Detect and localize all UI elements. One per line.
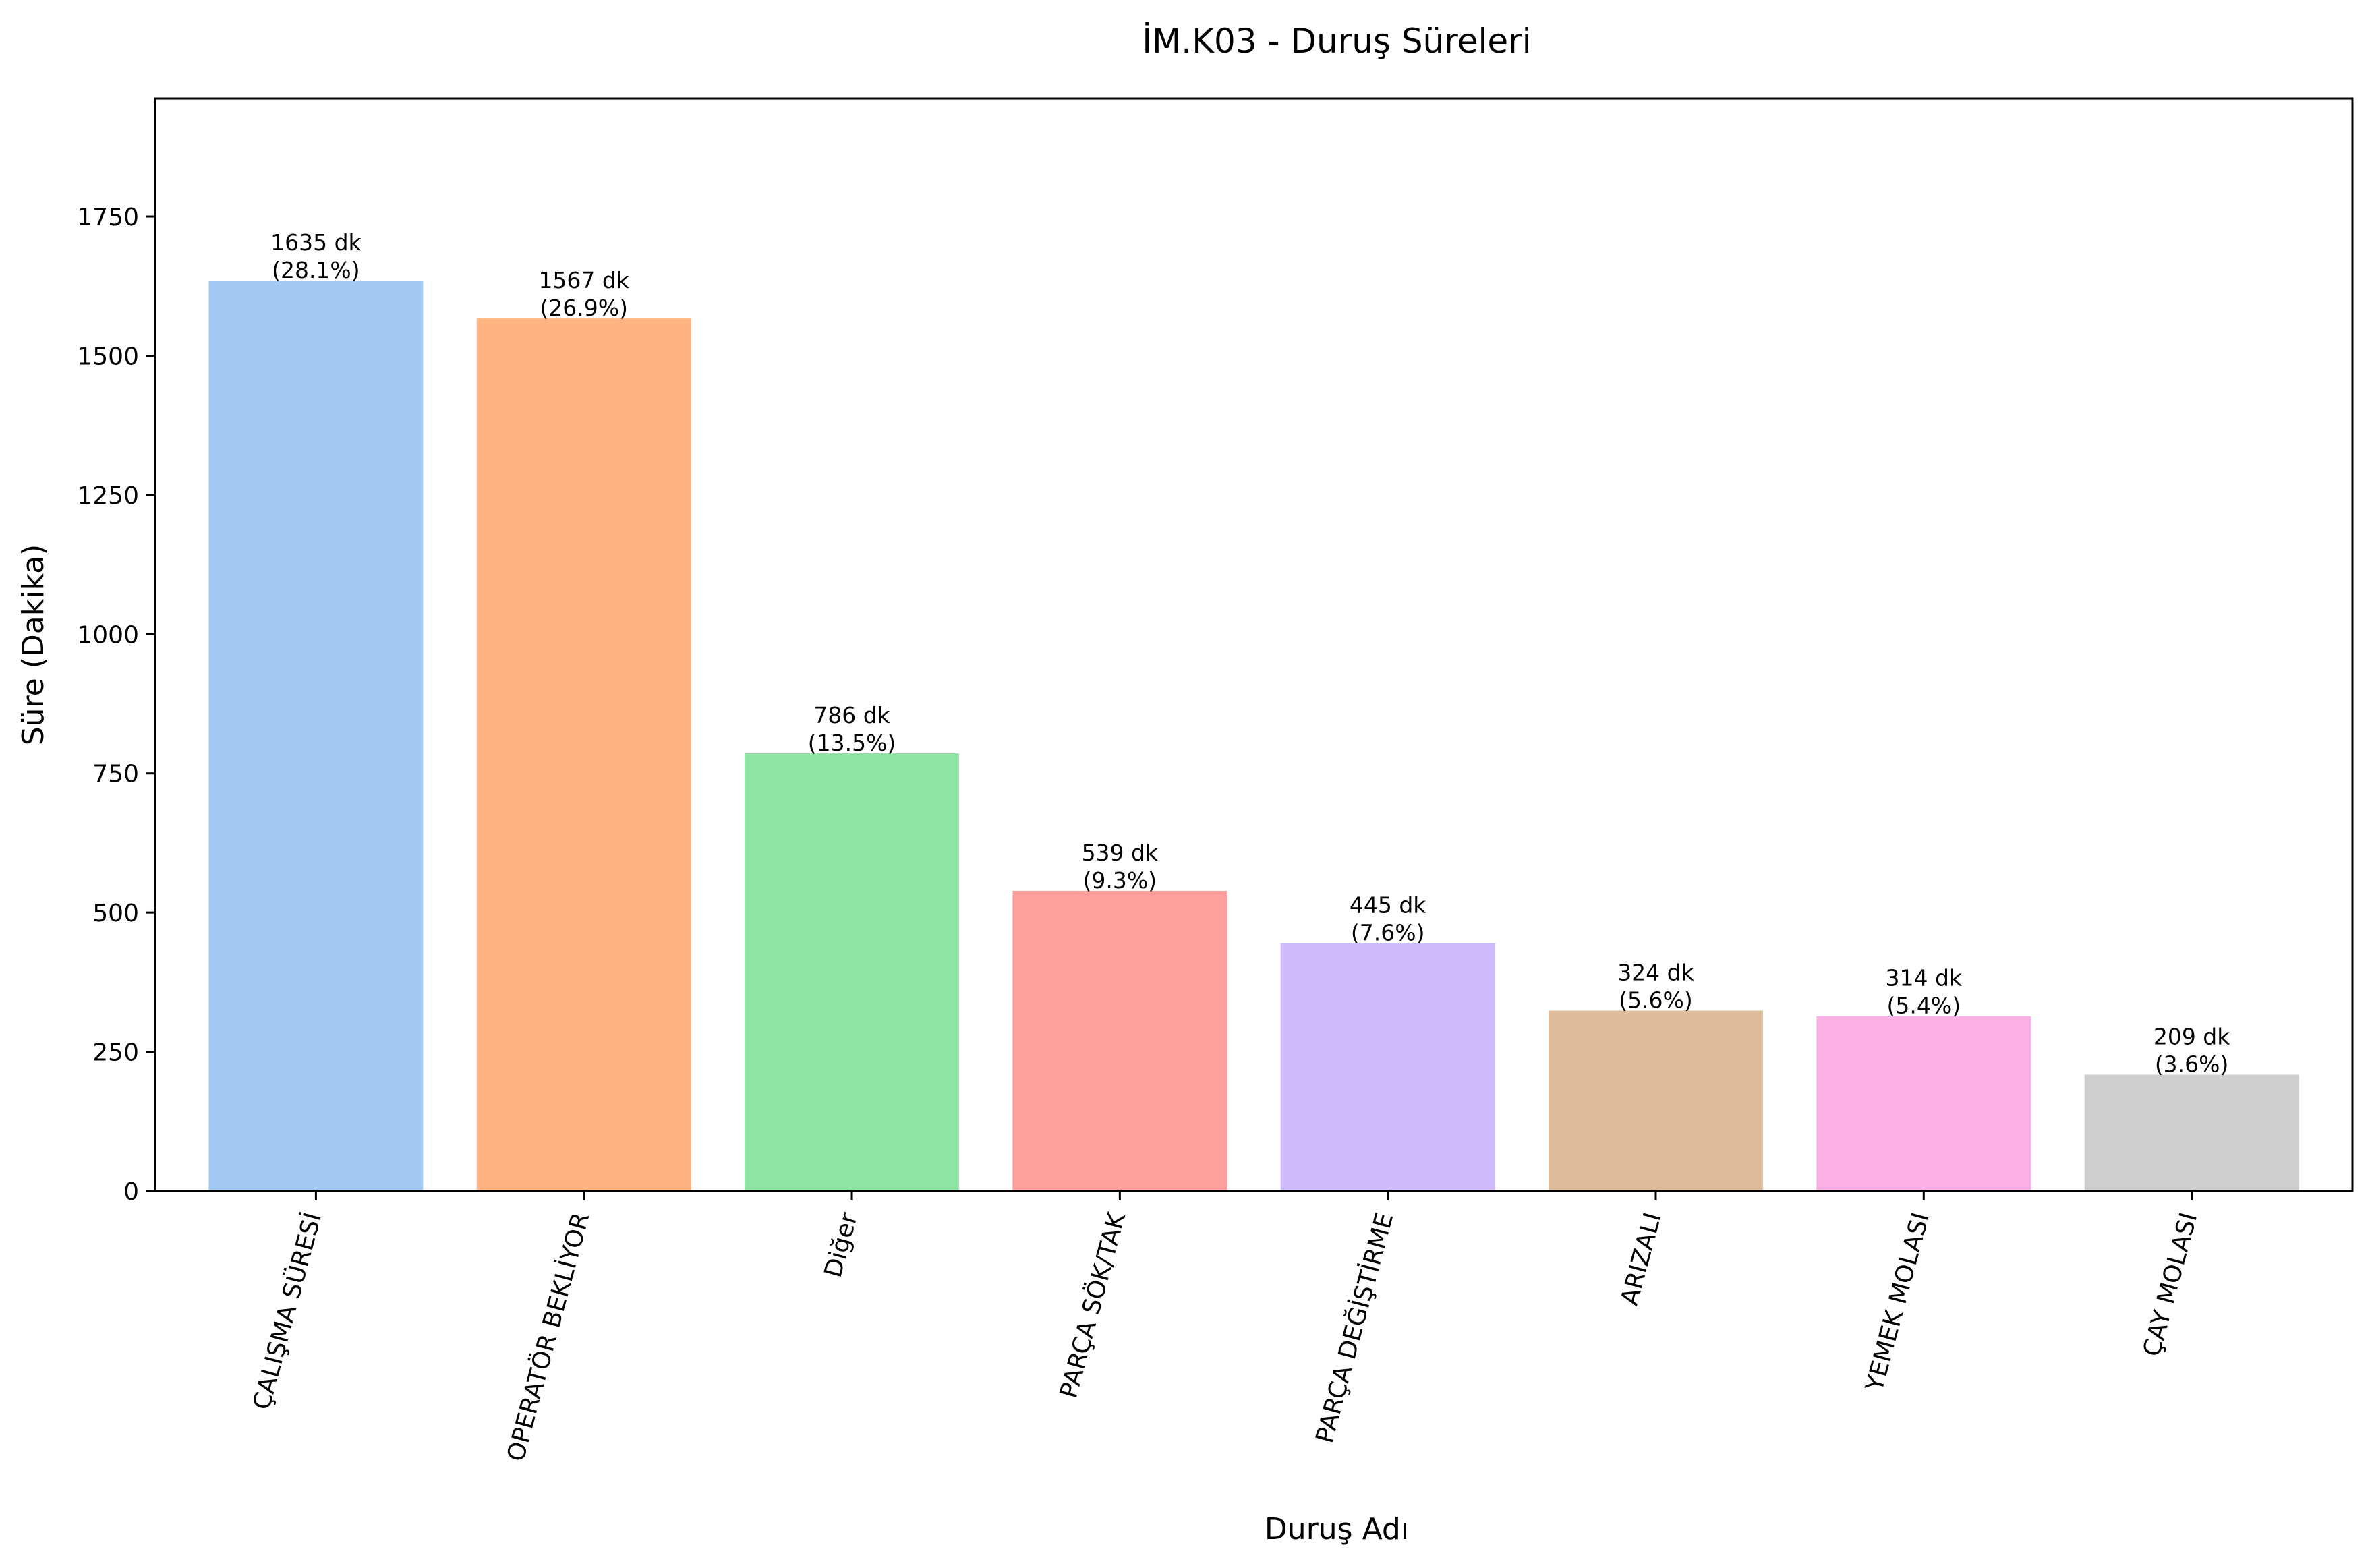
bar-percent-label: (26.9%) <box>540 295 628 321</box>
y-tick-label: 500 <box>92 900 139 927</box>
bar-percent-label: (3.6%) <box>2155 1051 2229 1077</box>
bar-percent-label: (13.5%) <box>808 730 896 756</box>
bar <box>1280 943 1495 1191</box>
bar <box>745 753 959 1191</box>
bar-value-label: 314 dk <box>1886 965 1963 991</box>
y-tick-label: 1250 <box>77 482 139 510</box>
y-tick-label: 250 <box>92 1039 139 1067</box>
bar-percent-label: (5.6%) <box>1619 987 1693 1013</box>
bar <box>208 281 424 1191</box>
bar-value-label: 324 dk <box>1617 959 1694 985</box>
y-tick-label: 1750 <box>77 204 139 231</box>
bar-value-label: 786 dk <box>813 702 890 728</box>
bar <box>2084 1074 2299 1191</box>
bar <box>476 318 691 1192</box>
plot-area: 0 250 500 750 1000 1250 1500 1750 1635 dk(28.1%)… <box>77 204 2299 1464</box>
bar-percent-label: (28.1%) <box>272 257 360 283</box>
y-axis-label: Süre (Dakika) <box>16 544 51 746</box>
bar-value-label: 1635 dk <box>270 229 362 256</box>
bar-value-label: 539 dk <box>1082 840 1159 866</box>
y-tick-label: 1500 <box>77 343 139 370</box>
chart-title: İM.K03 - Duruş Süreleri <box>1142 22 1531 61</box>
y-tick-label: 0 <box>123 1178 139 1206</box>
y-tick-label: 1000 <box>77 621 139 649</box>
bar-percent-label: (5.4%) <box>1886 993 1961 1019</box>
y-tick-label: 750 <box>92 761 139 788</box>
x-axis-label: Duruş Adı <box>1265 1512 1409 1546</box>
bar-value-label: 445 dk <box>1350 892 1426 919</box>
bar-value-label: 209 dk <box>2154 1023 2230 1049</box>
bar <box>1012 890 1227 1191</box>
plot-frame <box>154 97 2354 1192</box>
bar <box>1549 1010 1763 1191</box>
bar-percent-label: (7.6%) <box>1351 920 1425 946</box>
bar-value-label: 1567 dk <box>538 267 629 293</box>
bar-percent-label: (9.3%) <box>1083 867 1157 894</box>
bar <box>1816 1016 2031 1191</box>
